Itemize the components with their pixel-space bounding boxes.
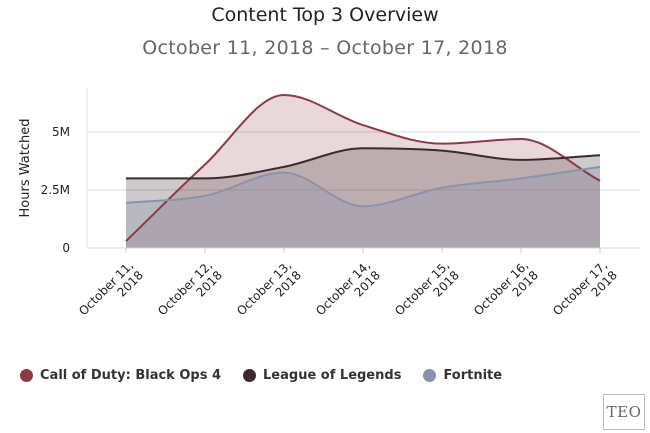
legend: Call of Duty: Black Ops 4 League of Lege… (20, 368, 524, 383)
series-lines (125, 93, 601, 242)
chart-title: Content Top 3 Overview (211, 4, 439, 26)
x-tick-label: October 12,2018 (155, 258, 225, 328)
x-tick-label: October 14,2018 (313, 258, 383, 328)
area-league-of-legends (126, 148, 600, 248)
x-tick-label: October 11,2018 (76, 258, 146, 328)
legend-marker-league-of-legends (243, 369, 257, 382)
area-call-of-duty (126, 94, 600, 249)
chart-subtitle: October 11, 2018 – October 17, 2018 (142, 37, 508, 59)
legend-item-fortnite[interactable]: Fortnite (423, 368, 502, 383)
legend-item-league-of-legends[interactable]: League of Legends (243, 368, 401, 383)
line-call-of-duty[interactable] (125, 93, 601, 242)
y-tick-label: 0 (62, 241, 70, 255)
area-fortnite (126, 166, 600, 248)
legend-label-league-of-legends: League of Legends (263, 368, 402, 383)
legend-label-fortnite: Fortnite (443, 368, 503, 383)
x-tick-label: October 17,2018 (550, 258, 620, 328)
y-tick-label: 5M (52, 125, 70, 139)
legend-marker-fortnite (423, 369, 437, 382)
legend-marker-call-of-duty (20, 369, 33, 382)
line-fortnite[interactable] (125, 165, 601, 208)
legend-item-call-of-duty[interactable]: Call of Duty: Black Ops 4 (20, 368, 221, 383)
line-league-of-legends[interactable] (125, 147, 601, 180)
y-tick-label: 2.5M (41, 183, 70, 197)
series-areas (126, 94, 600, 249)
legend-label-call-of-duty: Call of Duty: Black Ops 4 (40, 368, 222, 383)
x-tick-label: October 15,2018 (392, 258, 462, 328)
x-tick-label: October 13,2018 (234, 258, 304, 328)
y-axis-label: Hours Watched (18, 119, 33, 218)
teo-logo: TEO (603, 394, 645, 430)
x-tick-label: October 16,2018 (471, 258, 541, 328)
